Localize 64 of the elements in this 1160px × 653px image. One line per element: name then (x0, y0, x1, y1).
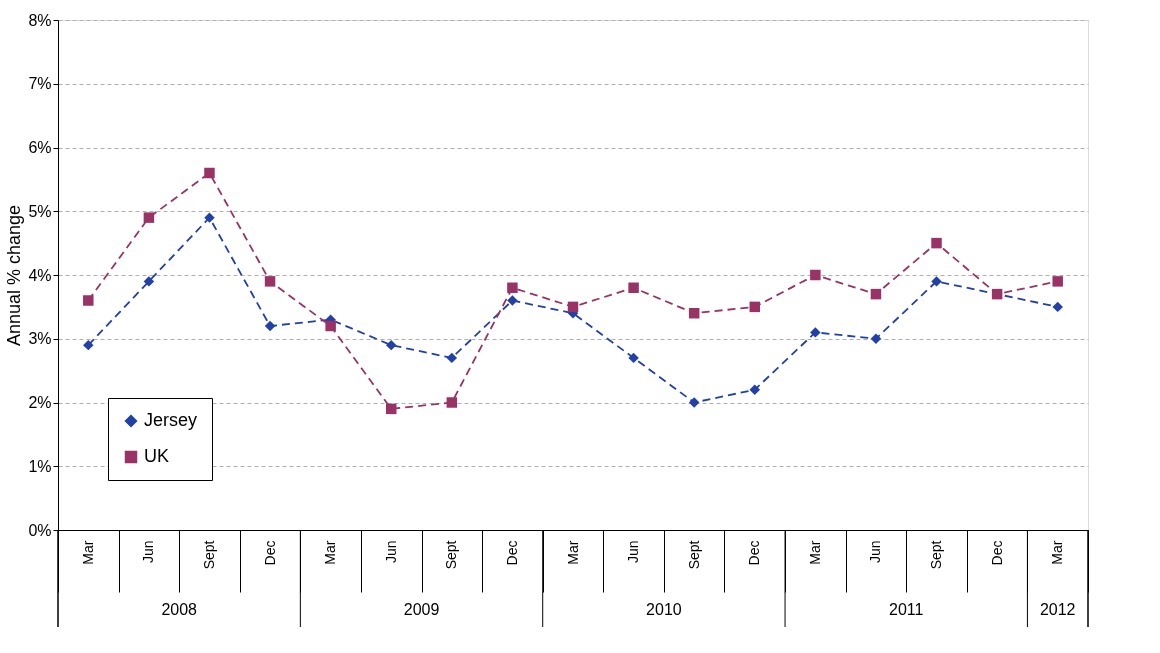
text: 2012 (1039, 601, 1076, 618)
point (83, 339, 94, 351)
x-tick-label: Sept (200, 540, 217, 570)
point (143, 212, 155, 223)
text: 2010 (646, 601, 682, 618)
y-tick-label: 8% (28, 11, 52, 29)
x-tick-label: Jun (867, 540, 884, 564)
point (83, 295, 94, 306)
x-tick-label: Jun (140, 540, 157, 564)
point (143, 276, 155, 287)
point (264, 276, 276, 287)
point (204, 212, 215, 223)
x-tick-label: Dec (746, 540, 763, 566)
point (385, 403, 397, 415)
point (385, 339, 397, 351)
point (810, 269, 821, 281)
x-tick-label: Mar (564, 540, 581, 565)
point (325, 320, 336, 332)
point (628, 352, 639, 364)
x-tick-label: Mar (1049, 540, 1066, 565)
text: 2008 (161, 601, 198, 618)
y-tick-label: 3% (28, 330, 52, 348)
point (567, 301, 579, 313)
point (446, 397, 458, 408)
x-tick-label: Jun (382, 540, 399, 564)
point (931, 237, 942, 249)
point (749, 384, 761, 395)
legend-label: UK (144, 446, 170, 466)
y-tick-label: 1% (28, 457, 52, 475)
x-tick-label: Dec (261, 540, 278, 566)
point (749, 301, 761, 313)
x-tick-label: Sept (928, 540, 945, 570)
legend-label: Jersey (144, 410, 198, 430)
text: 2011 (889, 601, 924, 618)
point (264, 320, 276, 332)
point (507, 295, 518, 306)
text: 2009 (403, 601, 440, 618)
point (870, 288, 882, 300)
x-tick-label: Jun (625, 540, 642, 564)
point (1052, 276, 1063, 287)
y-tick-label: 2% (28, 394, 52, 411)
y-tick-label: 5% (28, 202, 52, 220)
y-tick-label: 6% (28, 139, 52, 156)
x-tick-label: Dec (503, 540, 520, 566)
y-tick-label: 7% (28, 75, 52, 93)
point (1052, 301, 1063, 313)
y-axis-title: Annual % change (4, 204, 25, 347)
x-tick-label: Mar (79, 540, 96, 565)
point (688, 397, 700, 408)
y-tick-label: 4% (28, 266, 52, 284)
x-tick-label: Sept (685, 540, 702, 570)
point (931, 276, 942, 287)
x-tick-label: Mar (806, 540, 823, 565)
point (204, 167, 215, 179)
y-tick-label: 0% (28, 521, 52, 539)
point (810, 327, 821, 338)
point (688, 308, 700, 319)
point (870, 333, 882, 344)
point (507, 282, 518, 293)
x-tick-label: Sept (443, 540, 460, 570)
point (628, 282, 639, 293)
x-tick-label: Mar (322, 540, 339, 565)
point (446, 352, 458, 364)
x-tick-label: Dec (988, 540, 1005, 566)
